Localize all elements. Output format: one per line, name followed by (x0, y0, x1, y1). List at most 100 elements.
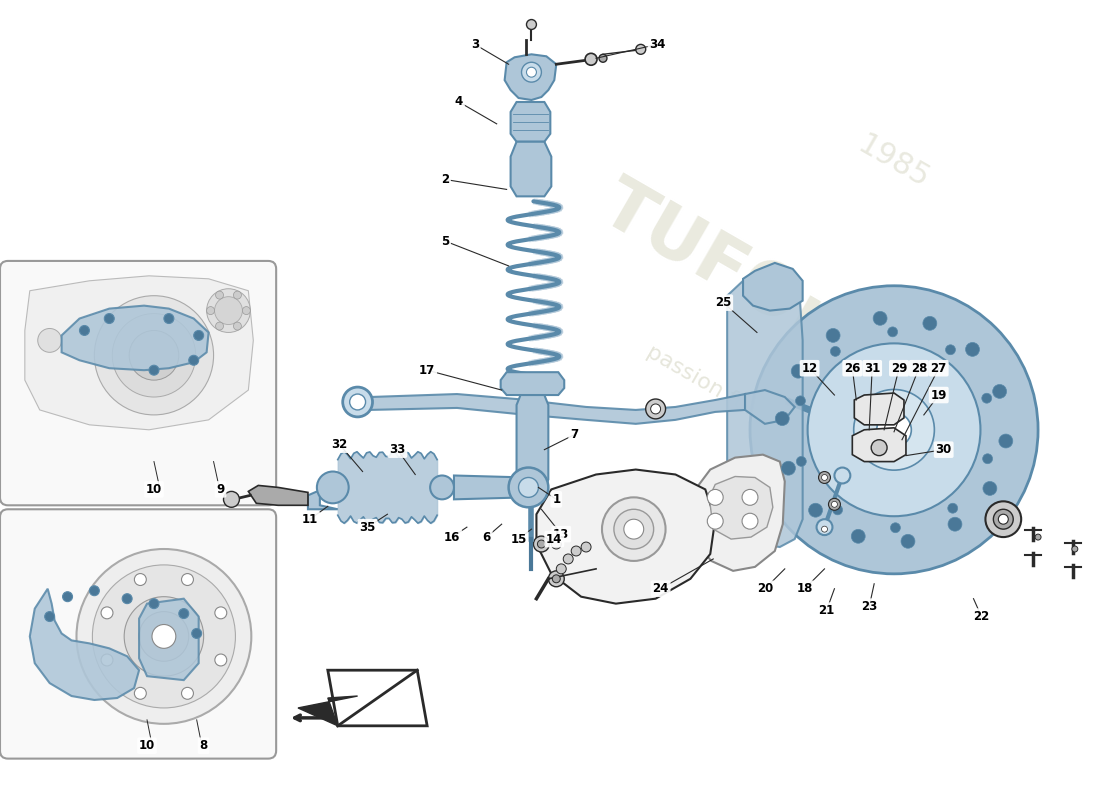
Circle shape (816, 519, 833, 535)
Polygon shape (537, 470, 715, 604)
Circle shape (835, 467, 850, 483)
Polygon shape (727, 276, 803, 547)
Circle shape (216, 291, 223, 299)
Circle shape (92, 565, 235, 708)
Circle shape (534, 536, 549, 552)
Circle shape (923, 316, 937, 330)
Circle shape (223, 491, 240, 507)
Text: 10: 10 (139, 739, 155, 752)
Text: 23: 23 (861, 600, 878, 613)
Circle shape (585, 54, 597, 66)
Circle shape (430, 475, 454, 499)
Circle shape (139, 611, 189, 662)
Circle shape (946, 345, 956, 354)
Circle shape (851, 530, 866, 543)
Text: 25: 25 (715, 296, 732, 309)
Circle shape (63, 592, 73, 602)
Circle shape (818, 471, 830, 483)
Circle shape (776, 412, 789, 426)
Circle shape (982, 394, 992, 403)
Text: 17: 17 (419, 364, 436, 377)
Circle shape (551, 539, 561, 549)
Text: 18: 18 (796, 582, 813, 595)
Polygon shape (249, 486, 308, 506)
Circle shape (646, 399, 666, 419)
Circle shape (791, 364, 805, 378)
Circle shape (982, 454, 992, 464)
Circle shape (214, 607, 227, 619)
Circle shape (214, 297, 242, 325)
Circle shape (95, 296, 213, 415)
Circle shape (636, 44, 646, 54)
Circle shape (242, 306, 251, 314)
Circle shape (742, 514, 758, 529)
Circle shape (891, 522, 901, 533)
Circle shape (182, 574, 194, 586)
Circle shape (101, 654, 113, 666)
Text: 2: 2 (441, 173, 449, 186)
Polygon shape (454, 475, 527, 499)
Circle shape (216, 322, 223, 330)
Text: 33: 33 (389, 443, 406, 456)
Circle shape (527, 67, 537, 77)
Circle shape (552, 575, 560, 582)
Circle shape (966, 342, 979, 356)
Circle shape (750, 286, 1038, 574)
Text: 1: 1 (552, 493, 560, 506)
Text: 30: 30 (936, 443, 952, 456)
Circle shape (148, 598, 158, 609)
Text: 4: 4 (454, 95, 463, 109)
Circle shape (614, 510, 653, 549)
Circle shape (781, 462, 795, 475)
Circle shape (538, 540, 546, 548)
Circle shape (527, 19, 537, 30)
Text: 22: 22 (974, 610, 990, 623)
Circle shape (101, 607, 113, 619)
Circle shape (854, 390, 934, 470)
Polygon shape (62, 306, 209, 370)
Circle shape (818, 523, 830, 535)
Text: 1985: 1985 (854, 130, 935, 194)
Circle shape (191, 629, 201, 638)
Text: 9: 9 (217, 483, 224, 496)
Text: 26: 26 (844, 362, 860, 374)
Polygon shape (328, 670, 427, 726)
Circle shape (877, 413, 911, 447)
Circle shape (89, 586, 99, 596)
Circle shape (557, 564, 566, 574)
Text: 11: 11 (301, 513, 318, 526)
Polygon shape (742, 263, 803, 310)
Circle shape (112, 314, 196, 397)
Polygon shape (855, 393, 904, 425)
Polygon shape (30, 589, 139, 700)
Text: 5: 5 (441, 234, 449, 247)
Text: 32: 32 (331, 438, 348, 451)
Polygon shape (745, 390, 794, 424)
Polygon shape (139, 598, 199, 680)
Circle shape (79, 326, 89, 335)
Text: 20: 20 (757, 582, 773, 595)
Circle shape (37, 329, 62, 352)
Text: 28: 28 (911, 362, 927, 374)
Circle shape (233, 322, 241, 330)
Circle shape (796, 457, 806, 466)
Polygon shape (25, 276, 253, 430)
Polygon shape (710, 477, 773, 539)
Text: 6: 6 (483, 530, 491, 543)
Circle shape (134, 687, 146, 699)
Circle shape (993, 510, 1013, 529)
Text: 35: 35 (360, 521, 376, 534)
Circle shape (124, 597, 204, 676)
Circle shape (808, 503, 823, 517)
Circle shape (233, 291, 241, 299)
Circle shape (122, 594, 132, 604)
Circle shape (707, 514, 723, 529)
Text: 13: 13 (553, 528, 570, 541)
Circle shape (871, 440, 887, 456)
Circle shape (901, 534, 915, 548)
Circle shape (548, 571, 564, 586)
Circle shape (182, 687, 194, 699)
Circle shape (214, 654, 227, 666)
Circle shape (207, 306, 215, 314)
Polygon shape (517, 395, 548, 490)
